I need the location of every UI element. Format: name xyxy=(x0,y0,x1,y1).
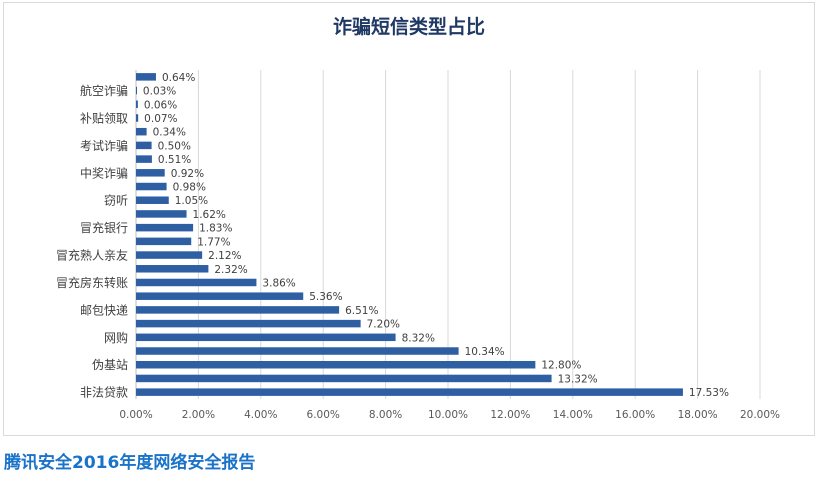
x-tick-label: 2.00% xyxy=(182,409,215,421)
x-tick-label: 4.00% xyxy=(244,409,277,421)
category-label: 伪基站 xyxy=(92,358,128,372)
bar xyxy=(136,388,683,396)
bar xyxy=(136,306,340,314)
data-label: 17.53% xyxy=(689,387,729,399)
data-label: 0.92% xyxy=(171,168,204,180)
chart-title: 诈骗短信类型占比 xyxy=(332,16,485,38)
data-label: 0.03% xyxy=(143,86,176,98)
bar xyxy=(136,347,459,355)
bar xyxy=(136,319,361,328)
data-label: 0.07% xyxy=(144,113,177,125)
data-label: 0.51% xyxy=(158,154,191,166)
bar xyxy=(136,278,257,287)
category-label: 非法贷款 xyxy=(80,386,128,400)
data-label: 13.32% xyxy=(558,373,598,385)
category-label: 航空诈骗 xyxy=(80,83,128,98)
bar xyxy=(136,223,194,232)
data-label: 1.77% xyxy=(197,236,230,248)
bar xyxy=(136,210,187,218)
data-label: 1.05% xyxy=(175,195,208,207)
data-label: 0.06% xyxy=(144,99,177,111)
category-label: 考试诈骗 xyxy=(80,138,128,153)
data-label: 0.34% xyxy=(153,127,186,139)
x-tick-label: 14.00% xyxy=(553,409,593,421)
category-label: 网购 xyxy=(104,330,128,345)
category-label: 冒充银行 xyxy=(80,220,128,235)
bar xyxy=(136,169,165,177)
data-label: 12.80% xyxy=(541,360,581,372)
data-label: 0.64% xyxy=(162,72,195,84)
x-tick-label: 20.00% xyxy=(740,409,780,421)
data-label: 10.34% xyxy=(465,346,505,358)
data-label: 0.50% xyxy=(158,140,191,152)
bar xyxy=(136,114,139,122)
x-tick-label: 18.00% xyxy=(678,409,718,421)
bar xyxy=(136,100,138,109)
data-label: 1.62% xyxy=(193,209,226,221)
bar xyxy=(136,86,137,95)
bar xyxy=(136,265,209,273)
data-label: 2.12% xyxy=(208,250,241,262)
data-label: 3.86% xyxy=(262,277,295,289)
report-source-footer: 腾讯安全2016年度网络安全报告 xyxy=(4,453,256,473)
bar xyxy=(136,155,152,163)
category-label: 中奖诈骗 xyxy=(80,165,128,180)
category-label: 冒充熟人亲友 xyxy=(56,248,128,263)
bar xyxy=(136,237,192,246)
bar xyxy=(136,141,152,150)
x-tick-label: 10.00% xyxy=(428,409,468,421)
bar xyxy=(136,360,536,369)
bar xyxy=(136,182,167,191)
bar xyxy=(136,333,396,342)
data-label: 8.32% xyxy=(402,332,435,344)
bar xyxy=(136,374,552,383)
bar xyxy=(136,251,203,259)
data-label: 1.83% xyxy=(199,223,232,235)
category-label: 补贴领取 xyxy=(80,111,128,125)
data-label: 5.36% xyxy=(309,291,342,303)
x-tick-label: 6.00% xyxy=(307,409,340,421)
category-label: 邮包快递 xyxy=(80,303,128,317)
data-label: 2.32% xyxy=(214,264,247,276)
data-label: 6.51% xyxy=(345,305,378,317)
category-label: 冒充房东转账 xyxy=(56,275,128,290)
x-tick-label: 12.00% xyxy=(490,409,530,421)
data-label: 7.20% xyxy=(367,319,400,331)
bar xyxy=(136,73,156,81)
bar xyxy=(136,196,169,204)
x-tick-label: 8.00% xyxy=(369,409,402,421)
x-tick-label: 0.00% xyxy=(119,409,152,421)
bar xyxy=(136,292,304,300)
bar xyxy=(136,127,147,136)
category-label: 窃听 xyxy=(104,193,128,208)
data-label: 0.98% xyxy=(173,182,206,194)
x-tick-label: 16.00% xyxy=(615,409,655,421)
